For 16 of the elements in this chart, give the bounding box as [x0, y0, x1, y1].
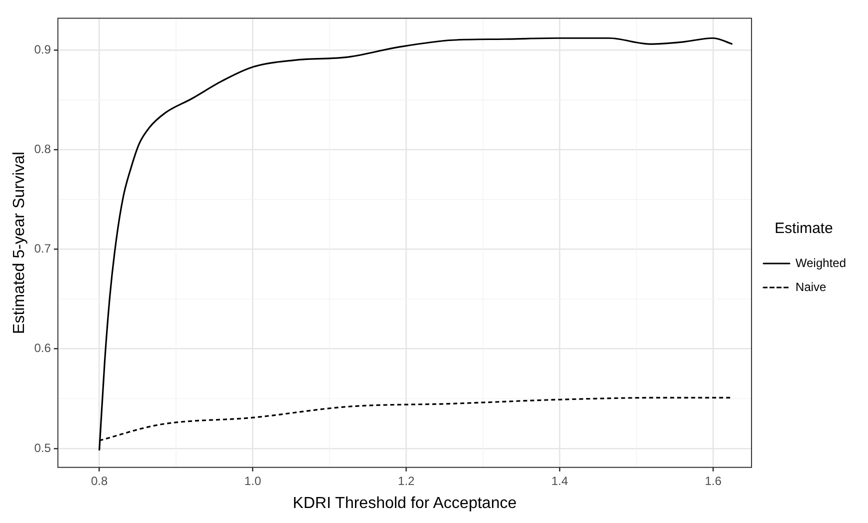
x-tick-label: 1.0 [244, 474, 262, 488]
x-tick-label: 1.2 [398, 474, 415, 488]
x-tick-label: 0.8 [90, 474, 108, 488]
y-tick-label: 0.5 [34, 440, 52, 455]
y-tick-label: 0.6 [34, 341, 52, 356]
line-series [98, 37, 734, 452]
x-tick-label: 1.6 [704, 474, 722, 488]
y-tick-label: 0.8 [34, 142, 52, 156]
y-tick-label: 0.7 [34, 242, 52, 256]
y-axis-title: Estimated 5-year Survival [11, 152, 28, 334]
legend-label: Naive [796, 280, 827, 294]
x-tick-label: 1.4 [551, 474, 568, 488]
x-axis-title: KDRI Threshold for Acceptance [292, 494, 517, 512]
y-tick-label: 0.9 [34, 42, 52, 56]
legend-label: Weighted [796, 256, 846, 270]
legend-title: Estimate [774, 220, 833, 238]
